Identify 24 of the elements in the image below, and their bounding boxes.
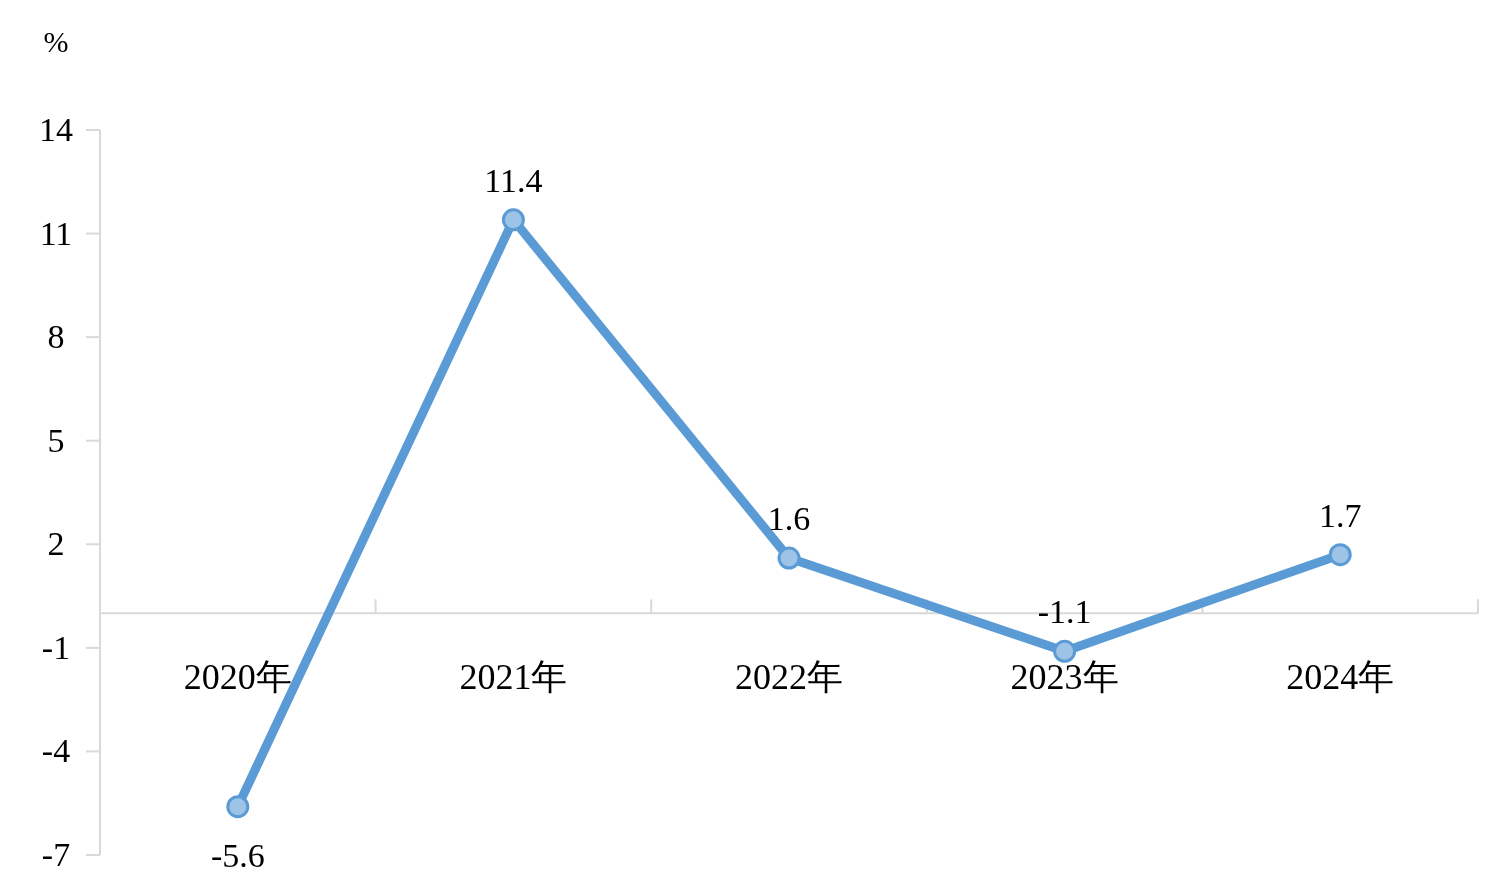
y-tick-label: -1 [41,628,71,666]
point [501,208,525,232]
y-tick-label: -7 [41,836,71,873]
y-tick-label: 11 [39,214,73,252]
data-label: -5.6 [210,836,265,874]
data-label: -1.1 [1037,593,1092,631]
y-tick-label: 5 [47,421,65,459]
x-tick-label: 2021年 [459,657,568,698]
y-tick-label: 14 [39,111,73,148]
data-label: 11.4 [484,161,543,199]
x-tick-label: 2023年 [1010,657,1119,698]
point [1328,543,1352,567]
x-tick-label: 2022年 [735,657,843,698]
x-tick-label: 2020年 [183,657,292,698]
y-tick-label: 2 [47,525,65,563]
y-tick-label: -4 [41,732,71,770]
point [226,795,250,819]
y-tick-label: 8 [47,318,65,356]
point [777,546,801,570]
x-tick-label: 2024年 [1286,657,1395,698]
y-axis-title: % [43,25,69,58]
data-label: 1.6 [767,500,811,538]
point [1053,639,1077,663]
data-label: 1.7 [1318,496,1362,534]
